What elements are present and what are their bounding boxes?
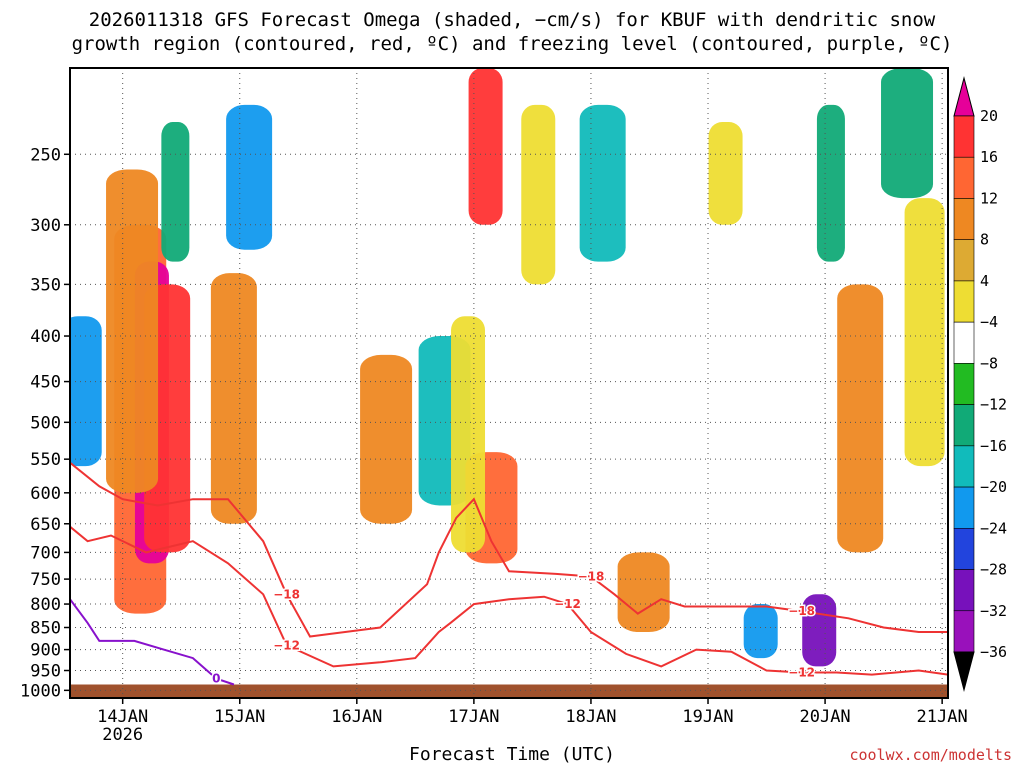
y-tick-label: 250 [30,145,61,165]
colorbar-label: 4 [980,272,989,290]
omega-cell [743,604,778,659]
omega-cell [816,104,845,262]
contour-label: −18 [273,587,300,601]
colorbar-label: 8 [980,231,989,249]
ground-fill [70,684,948,698]
colorbar-label: −16 [980,437,1007,455]
colorbar-label: −36 [980,643,1007,661]
colorbar: 20 16 12 8 4 −4 −8 −12 −16 −20 −24 −28 −32 −36 [953,76,1007,692]
omega-cell [360,354,413,524]
contour-label: −18 [788,604,815,618]
grid-lines [70,68,948,698]
chart-title-line1: 2026011318 GFS Forecast Omega (shaded, −… [88,9,936,31]
omega-shading [70,68,945,667]
omega-cell [837,284,884,553]
colorbar-segment [953,156,975,199]
omega-cell [579,104,626,262]
colorbar-cap-top [953,76,975,117]
omega-cell [451,316,486,553]
y-tick-label: 850 [30,618,61,638]
colorbar-segment [953,404,975,447]
colorbar-label: −24 [980,519,1007,537]
omega-cell [617,552,670,633]
time-axis: 14JAN 15JAN 16JAN 17JAN 18JAN 19JAN 20JAN 21JAN… [97,698,968,745]
contour-freezing-level [70,598,235,686]
colorbar-label: −32 [980,602,1007,620]
contour-dgz-lower [70,525,948,676]
omega-cell [708,122,743,225]
x-tick-label: 14JAN [97,707,148,727]
colorbar-segment [953,321,975,364]
omega-cell [468,68,503,225]
contour-label: −12 [273,638,300,652]
pressure-axis: 250 300 350 400 450 500 550 600 650 700 750 800 850 9… [20,145,70,701]
contour-label: 0 [212,672,220,686]
omega-cell [161,122,190,262]
y-tick-label: 450 [30,373,61,393]
y-tick-label: 950 [30,662,61,682]
x-tick-label: 16JAN [331,707,382,727]
omega-cell [881,68,934,199]
colorbar-segment [953,280,975,323]
omega-cell [70,316,102,467]
colorbar-cap-bottom [953,651,975,692]
x-tick-label: 21JAN [917,707,968,727]
x-axis-title: Forecast Time (UTC) [409,744,615,765]
x-tick-label: 20JAN [799,707,850,727]
omega-cell [521,104,556,285]
contour-label: −12 [554,597,581,611]
temperature-contours: −18 −18 −18 −12 −12 −12 0 [70,461,948,687]
x-tick-label: 18JAN [565,707,616,727]
colorbar-label: 12 [980,189,998,207]
y-tick-label: 800 [30,595,61,615]
y-tick-label: 750 [30,570,61,590]
y-tick-label: 700 [30,543,61,563]
contour-label: −12 [788,666,815,680]
y-tick-label: 300 [30,216,61,236]
colorbar-segment [953,115,975,158]
chart-title-line2: growth region (contoured, red, ºC) and f… [71,33,953,55]
colorbar-segment [953,610,975,653]
y-tick-label: 550 [30,450,61,470]
colorbar-segment [953,528,975,570]
colorbar-label: −12 [980,396,1007,414]
colorbar-label: −4 [980,313,998,331]
omega-cell [106,169,159,493]
colorbar-label: 16 [980,148,998,166]
plot-frame [69,67,949,699]
x-tick-label: 15JAN [214,707,265,727]
ground-surface [70,684,948,698]
colorbar-segment [953,239,975,282]
omega-cell [904,198,945,467]
y-tick-label: 650 [30,515,61,535]
chart-title: 2026011318 GFS Forecast Omega (shaded, −… [0,8,1024,56]
y-tick-label: 600 [30,484,61,504]
y-tick-label: 900 [30,641,61,661]
x-tick-year: 2026 [102,725,143,745]
colorbar-label: −8 [980,354,998,372]
y-tick-label: 350 [30,275,61,295]
colorbar-segment [953,486,975,529]
omega-cell [210,273,257,524]
contour-label: −18 [578,570,605,584]
contour-dgz-upper [70,461,948,638]
colorbar-segment [953,198,975,240]
y-tick-label: 500 [30,413,61,433]
x-tick-label: 17JAN [448,707,499,727]
omega-cell [226,104,273,250]
y-tick-label: 400 [30,327,61,347]
x-tick-label: 19JAN [682,707,733,727]
credit-link[interactable]: coolwx.com/modelts [849,746,1012,764]
colorbar-label: −20 [980,478,1007,496]
colorbar-segment [953,363,975,405]
colorbar-segment [953,445,975,488]
colorbar-segment [953,569,975,612]
colorbar-label: 20 [980,107,998,125]
y-tick-label: 1000 [20,681,61,701]
colorbar-label: −28 [980,561,1007,579]
